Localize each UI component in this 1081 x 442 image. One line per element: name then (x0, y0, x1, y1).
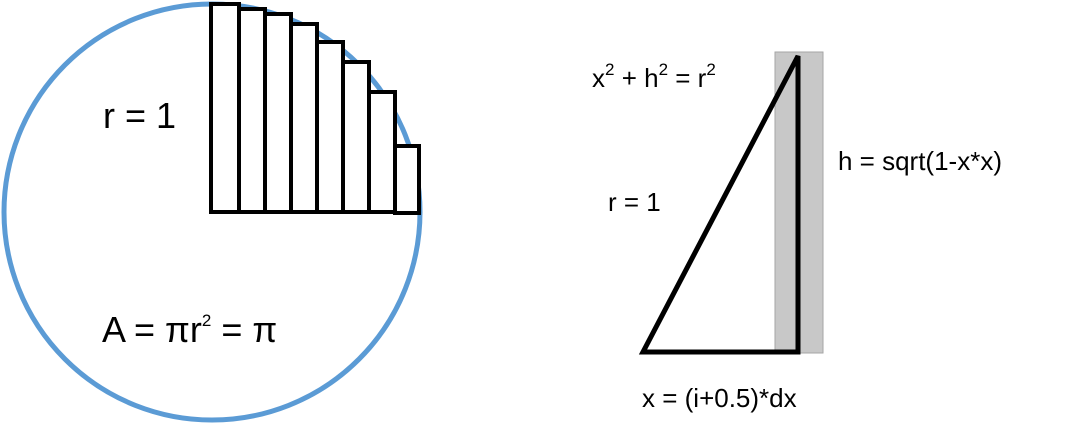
right-triangle (638, 54, 801, 355)
rectangle-bar (315, 40, 345, 214)
x-label: x = (i+0.5)*dx (642, 383, 797, 413)
riemann-rectangles (209, 2, 421, 215)
left-figure: r = 1 A = πr2 = π (1, 1, 423, 423)
rectangle-bar (341, 60, 371, 214)
pythagorean-equation: x2 + h2 = r2 (592, 60, 716, 93)
rectangle-bar (263, 12, 293, 214)
area-formula-end: = π (211, 309, 277, 350)
rectangle-bar (289, 22, 319, 214)
area-formula: A = πr2 = π (102, 309, 277, 350)
right-figure: x2 + h2 = r2 r = 1 h = sqrt(1-x*x) x = (… (592, 51, 1002, 413)
hypotenuse-label: r = 1 (608, 187, 661, 217)
area-exponent: 2 (202, 311, 211, 330)
rectangle-bar (367, 90, 397, 214)
area-formula-start: A = πr (102, 309, 202, 350)
radius-label: r = 1 (103, 95, 176, 136)
rectangle-bar (393, 144, 421, 215)
height-label: h = sqrt(1-x*x) (838, 146, 1002, 176)
eq-x: x (592, 63, 605, 93)
rectangle-bar (237, 7, 267, 214)
eq-plus-h: + h (614, 63, 658, 93)
eq-r-exponent: 2 (706, 60, 715, 79)
rectangle-bar (209, 2, 241, 214)
eq-h-exponent: 2 (659, 60, 668, 79)
eq-x-exponent: 2 (605, 60, 614, 79)
eq-equals-r: = r (668, 63, 707, 93)
